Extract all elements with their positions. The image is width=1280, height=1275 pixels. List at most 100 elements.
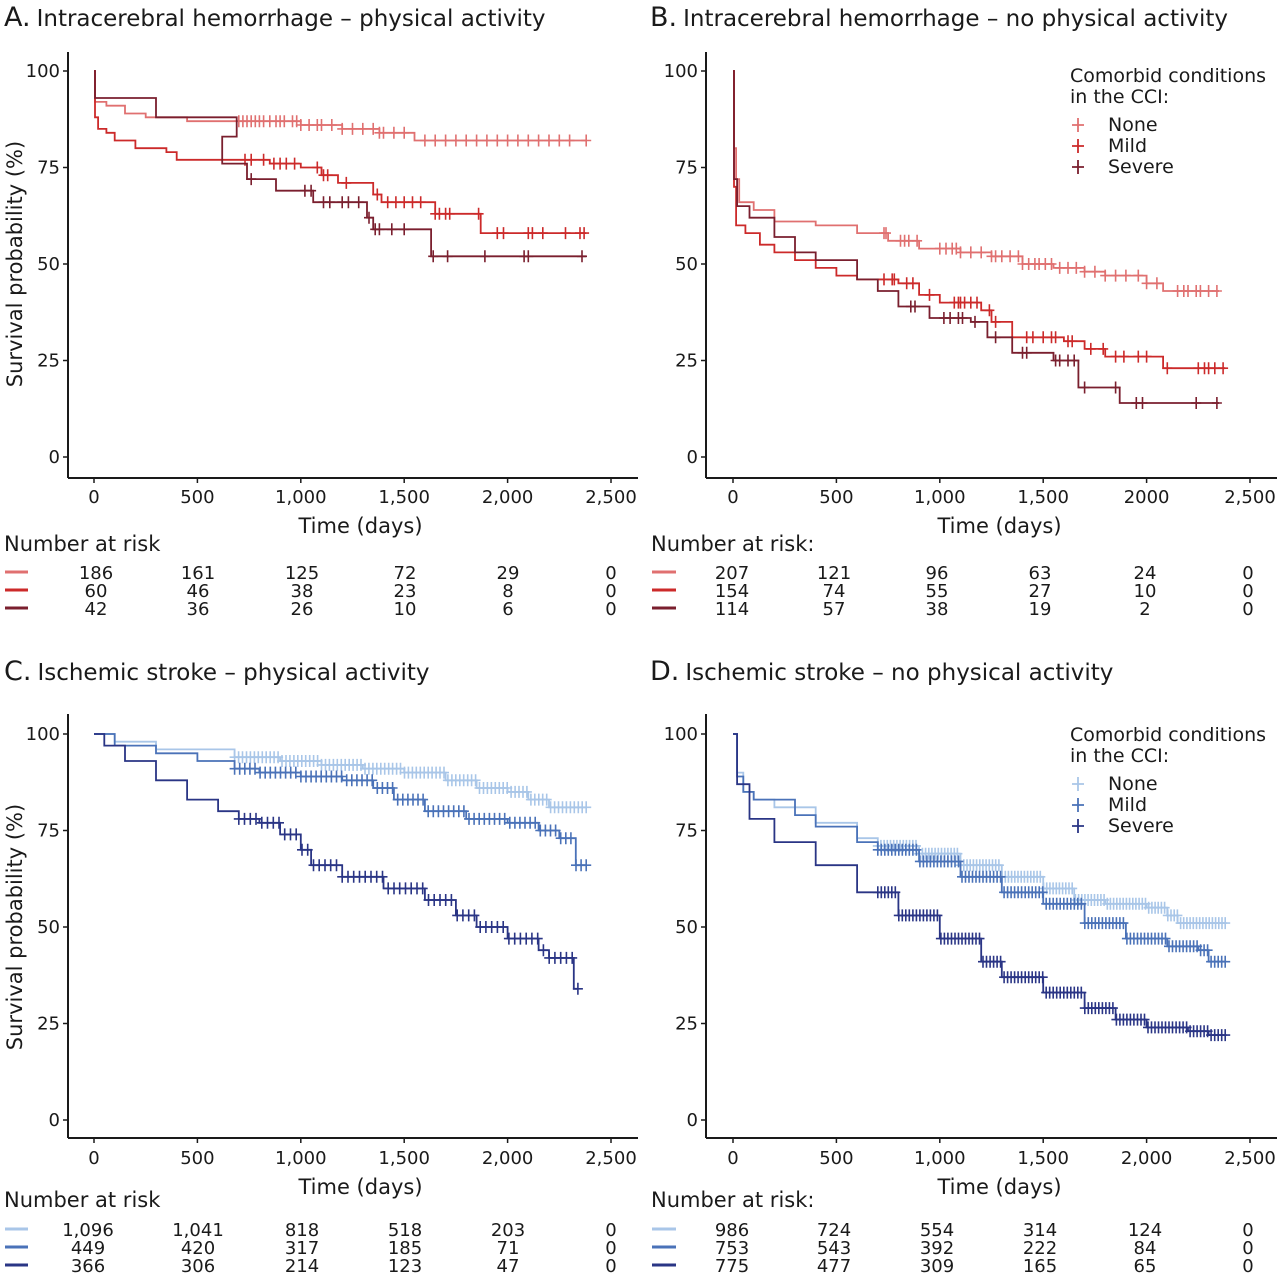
censor-mark: [322, 169, 333, 182]
risk-count: 1,096: [62, 1220, 114, 1241]
legend-label-severe: Severe: [1108, 815, 1174, 837]
censor-mark: [473, 207, 484, 220]
censor-mark: [952, 847, 963, 860]
risk-count: 0: [605, 1220, 616, 1241]
censor-mark: [1071, 261, 1082, 274]
panel-letter: D.: [650, 656, 679, 687]
risk-count: 0: [605, 599, 616, 620]
legend-label-mild: Mild: [1108, 794, 1147, 816]
risk-count: 449: [71, 1238, 105, 1259]
censor-mark: [353, 196, 364, 209]
x-tick-label: 500: [819, 1148, 853, 1169]
risk-count: 10: [394, 599, 417, 620]
censor-mark: [972, 296, 982, 309]
censor-mark: [572, 982, 583, 995]
censor-mark: [564, 134, 575, 147]
legend-marker-mild: [1072, 798, 1084, 812]
censor-mark: [1076, 897, 1087, 910]
censor-mark: [357, 122, 368, 135]
y-tick-label: 100: [26, 61, 60, 82]
censor-mark: [889, 273, 900, 286]
censor-mark: [955, 246, 966, 259]
risk-count: 554: [920, 1220, 954, 1241]
risk-count: 10: [1134, 581, 1157, 602]
censor-mark: [302, 843, 313, 856]
y-tick-label: 0: [49, 1110, 60, 1131]
censor-mark: [502, 134, 513, 147]
censor-mark: [444, 207, 455, 220]
censor-mark: [442, 250, 453, 263]
panel-b: B. Intracerebral hemorrhage – no physical…: [650, 2, 1277, 620]
risk-count: 753: [715, 1238, 749, 1259]
censor-mark: [461, 134, 472, 147]
censor-mark: [1085, 342, 1096, 355]
censor-mark: [1141, 277, 1152, 290]
censor-mark: [579, 227, 590, 240]
censor-mark: [1107, 1002, 1118, 1015]
survival-curve-severe: [733, 733, 1226, 1036]
risk-count: 24: [1134, 563, 1157, 584]
censor-mark: [881, 227, 891, 240]
risk-count: 8: [502, 581, 513, 602]
survival-curve-none: [94, 733, 587, 809]
risk-count: 29: [497, 563, 520, 584]
censor-mark: [450, 134, 461, 147]
censor-mark: [377, 870, 388, 883]
censor-mark: [1013, 250, 1024, 263]
censor-mark: [439, 766, 449, 779]
censor-mark: [331, 859, 342, 872]
censor-mark: [1220, 917, 1231, 930]
risk-count: 309: [920, 1256, 954, 1275]
risk-count: 0: [1242, 563, 1253, 584]
censor-mark: [498, 921, 509, 933]
censor-mark: [430, 134, 441, 147]
censor-mark: [523, 134, 534, 147]
censor-mark: [995, 870, 1006, 883]
x-tick-label: 0: [727, 487, 738, 508]
censor-mark: [911, 843, 922, 856]
censor-mark: [291, 828, 302, 841]
censor-mark: [306, 184, 317, 197]
x-tick-label: 1,500: [378, 487, 430, 508]
risk-count: 38: [926, 599, 949, 620]
legend-title-line1: Comorbid conditions: [1070, 724, 1266, 746]
censor-mark: [1172, 909, 1183, 922]
censor-mark: [251, 812, 261, 825]
survival-curve-severe: [733, 70, 1219, 404]
censor-mark: [1100, 269, 1111, 282]
censor-mark: [364, 211, 374, 224]
legend-marker-none: [1072, 118, 1084, 132]
censor-mark: [492, 134, 503, 147]
censor-mark: [530, 816, 541, 829]
censor-mark: [367, 774, 378, 787]
censor-mark: [347, 122, 358, 135]
censor-mark: [341, 176, 352, 189]
x-tick-label: 1,000: [275, 1148, 327, 1169]
legend-title-line2: in the CCI:: [1070, 86, 1169, 108]
censor-mark: [479, 250, 490, 263]
censor-mark: [481, 134, 492, 147]
censor-mark: [1133, 269, 1144, 282]
censor-mark: [527, 227, 538, 240]
risk-count: 0: [1242, 599, 1253, 620]
risk-table-title: Number at risk:: [651, 532, 814, 556]
censor-mark: [1118, 917, 1129, 930]
y-tick-label: 100: [26, 724, 60, 745]
censor-mark: [1035, 870, 1046, 883]
risk-count: 19: [1029, 599, 1052, 620]
panel-c: C. Ischemic stroke – physical activity 0 25…: [3, 656, 638, 1275]
risk-count: 775: [715, 1256, 749, 1275]
censor-mark: [418, 793, 429, 806]
survival-curve-severe: [94, 70, 587, 258]
censor-mark: [990, 315, 1001, 328]
censor-mark: [343, 196, 354, 209]
censor-mark: [312, 161, 323, 174]
panel-title-text: Ischemic stroke – physical activity: [37, 660, 429, 686]
legend-marker-mild: [1072, 139, 1084, 153]
survival-curve-mild: [94, 733, 587, 867]
risk-count: 6: [502, 599, 513, 620]
censor-mark: [932, 909, 943, 922]
censor-mark: [523, 250, 534, 263]
censor-mark: [1220, 1029, 1231, 1042]
